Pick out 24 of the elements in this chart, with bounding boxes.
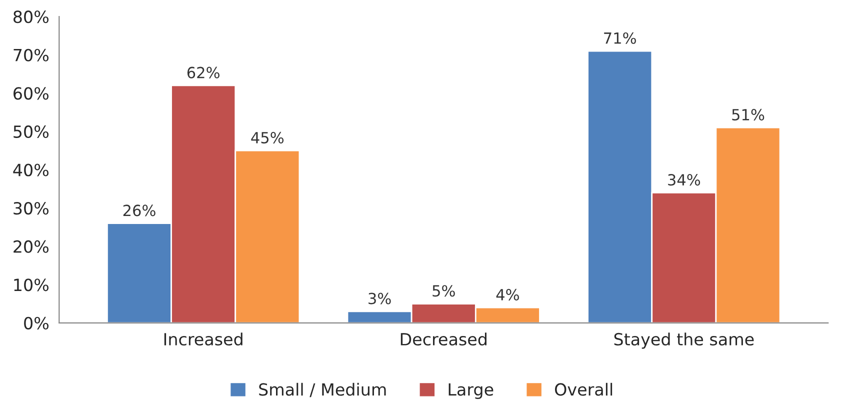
data-label: 26% xyxy=(123,204,156,216)
y-tick-label: 40% xyxy=(13,164,49,176)
x-tick-label: Increased xyxy=(164,332,242,346)
y-tick-label: 20% xyxy=(14,240,49,253)
data-label: 4% xyxy=(496,288,519,300)
y-tick-label: 10% xyxy=(14,278,49,292)
data-label: 5% xyxy=(432,285,455,297)
legend-label: Large xyxy=(448,383,494,399)
y-tick-label: 80% xyxy=(14,10,49,24)
legend-label: Small / Medium xyxy=(259,382,386,398)
data-label: 45% xyxy=(251,132,284,144)
data-label: 51% xyxy=(732,108,764,120)
x-tick-label: Decreased xyxy=(400,332,486,346)
y-tick-label: 0% xyxy=(24,316,49,330)
x-tick-label: Stayed the same xyxy=(614,332,754,349)
y-tick-label: 70% xyxy=(14,48,49,62)
y-tick-label: 60% xyxy=(14,87,49,100)
data-label: 34% xyxy=(668,174,700,186)
data-label: 71% xyxy=(604,32,636,44)
y-tick-label: 50% xyxy=(14,125,49,138)
data-label: 3% xyxy=(368,292,391,304)
y-tick-label: 30% xyxy=(14,202,49,215)
legend-label: Overall xyxy=(555,382,612,396)
data-label: 62% xyxy=(187,66,220,78)
